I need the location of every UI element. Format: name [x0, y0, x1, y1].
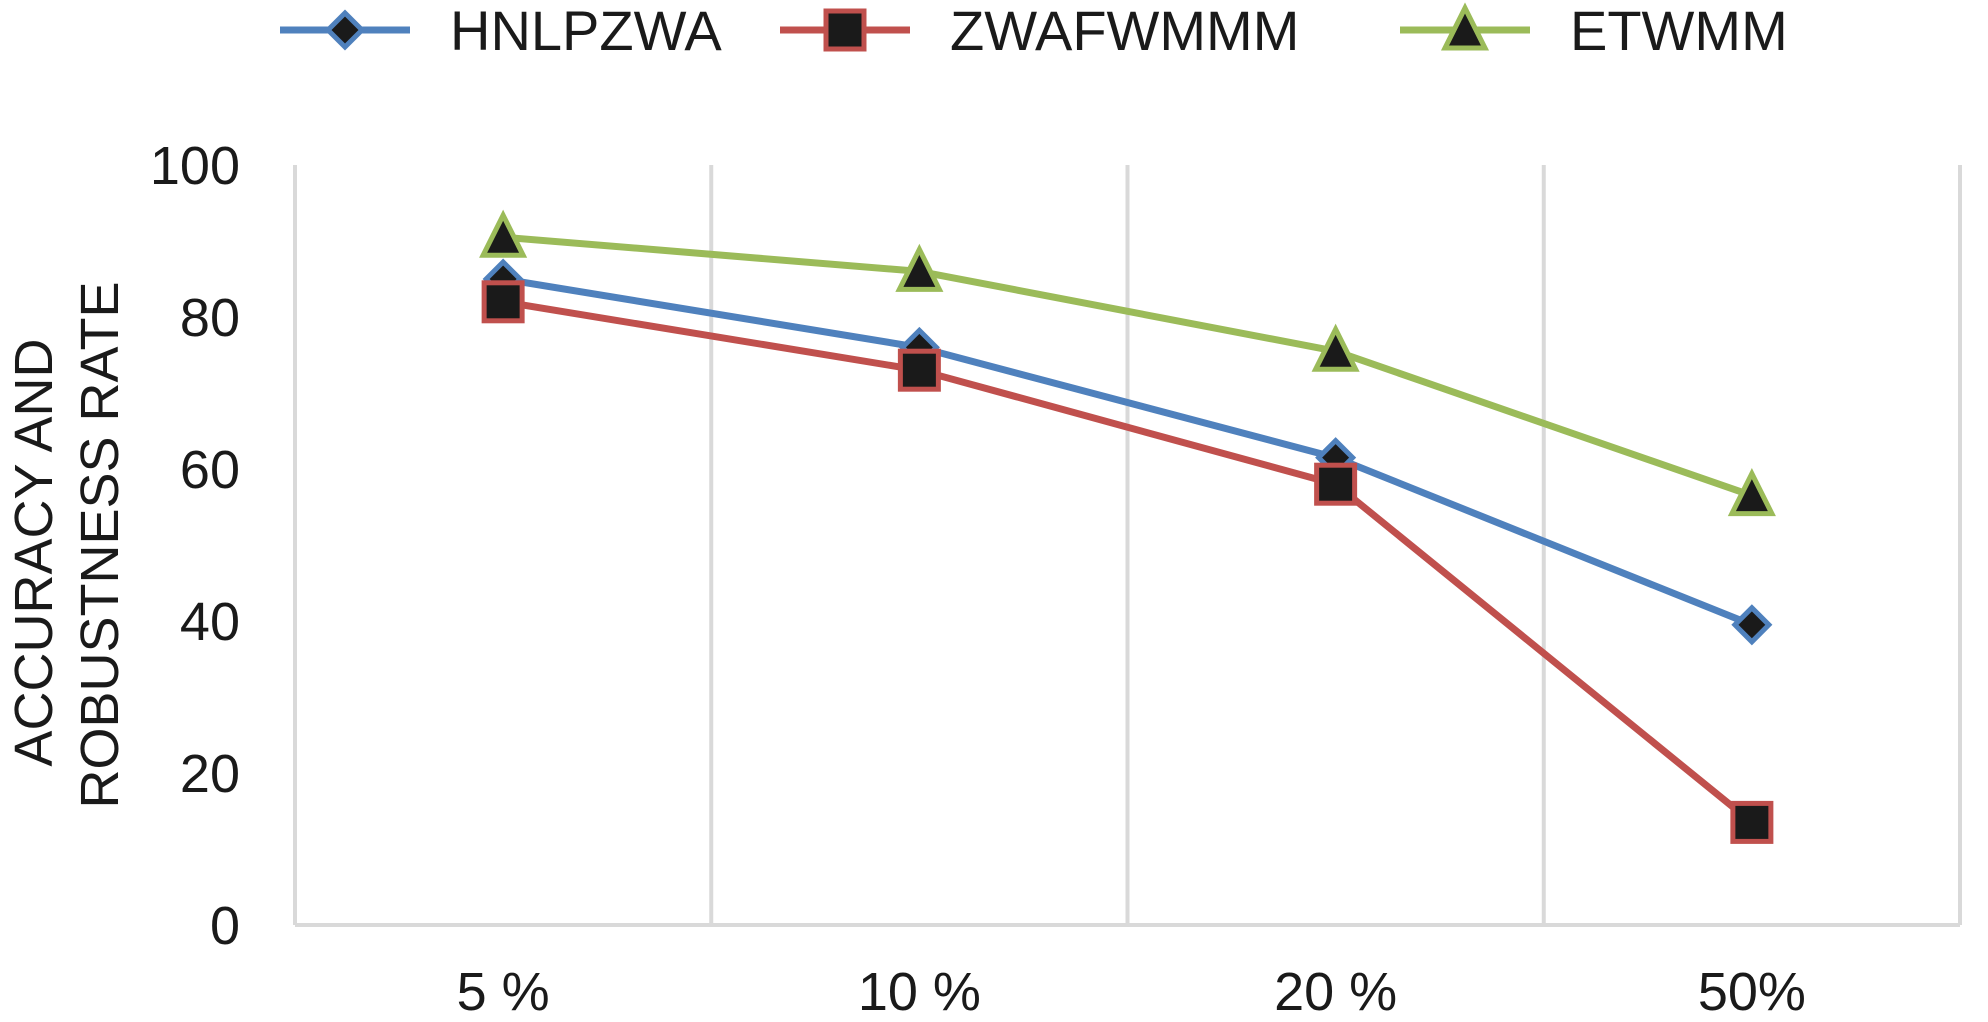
legend-item: HNLPZWA [280, 0, 722, 62]
legend-label: ETWMM [1570, 0, 1788, 62]
series-line [502, 233, 1754, 499]
y-tick-label: 100 [150, 136, 240, 196]
y-axis-title-line-1: ACCURACY AND [4, 338, 64, 766]
data-point-triangle [1311, 323, 1360, 372]
gridlines [293, 165, 1962, 927]
y-axis-title: ACCURACY AND ROBUSTNESS RATE [4, 281, 130, 808]
x-tick-label: 20 % [1274, 962, 1397, 1022]
y-tick-label: 60 [180, 440, 240, 500]
data-point-square [1314, 462, 1358, 506]
data-point-square [823, 8, 867, 52]
data-point-triangle [895, 243, 944, 292]
series-zwafwmmm [481, 280, 1774, 844]
legend-label: HNLPZWA [450, 0, 722, 62]
series-group [479, 209, 1776, 844]
y-tick-label: 20 [180, 744, 240, 804]
data-point-square [1730, 800, 1774, 844]
series-line [502, 275, 1754, 629]
x-tick-label: 10 % [858, 962, 981, 1022]
y-tick-label: 0 [210, 896, 240, 956]
legend-item: ZWAFWMMM [780, 0, 1299, 62]
data-point-triangle [1440, 2, 1490, 51]
y-axis-ticks: 0 20 40 60 80 100 [150, 136, 240, 956]
data-point-square [897, 348, 941, 392]
series-line [502, 298, 1755, 826]
x-tick-label: 5 % [457, 962, 550, 1022]
legend-item: ETWMM [1400, 0, 1788, 62]
data-point-triangle [479, 209, 528, 258]
x-axis-ticks: 5 % 10 % 20 % 50% [457, 962, 1806, 1022]
x-tick-label: 50% [1698, 962, 1806, 1022]
data-point-square [481, 280, 525, 324]
legend: HNLPZWA ZWAFWMMM ETWMM [280, 0, 1788, 62]
legend-label: ZWAFWMMM [950, 0, 1299, 62]
series-etwmm [479, 209, 1776, 517]
y-tick-label: 40 [180, 592, 240, 652]
data-point-diamond [324, 9, 366, 51]
y-tick-label: 80 [180, 288, 240, 348]
y-axis-title-line-2: ROBUSTNESS RATE [70, 281, 130, 808]
data-point-diamond [1731, 604, 1773, 646]
data-point-triangle [1727, 468, 1776, 517]
